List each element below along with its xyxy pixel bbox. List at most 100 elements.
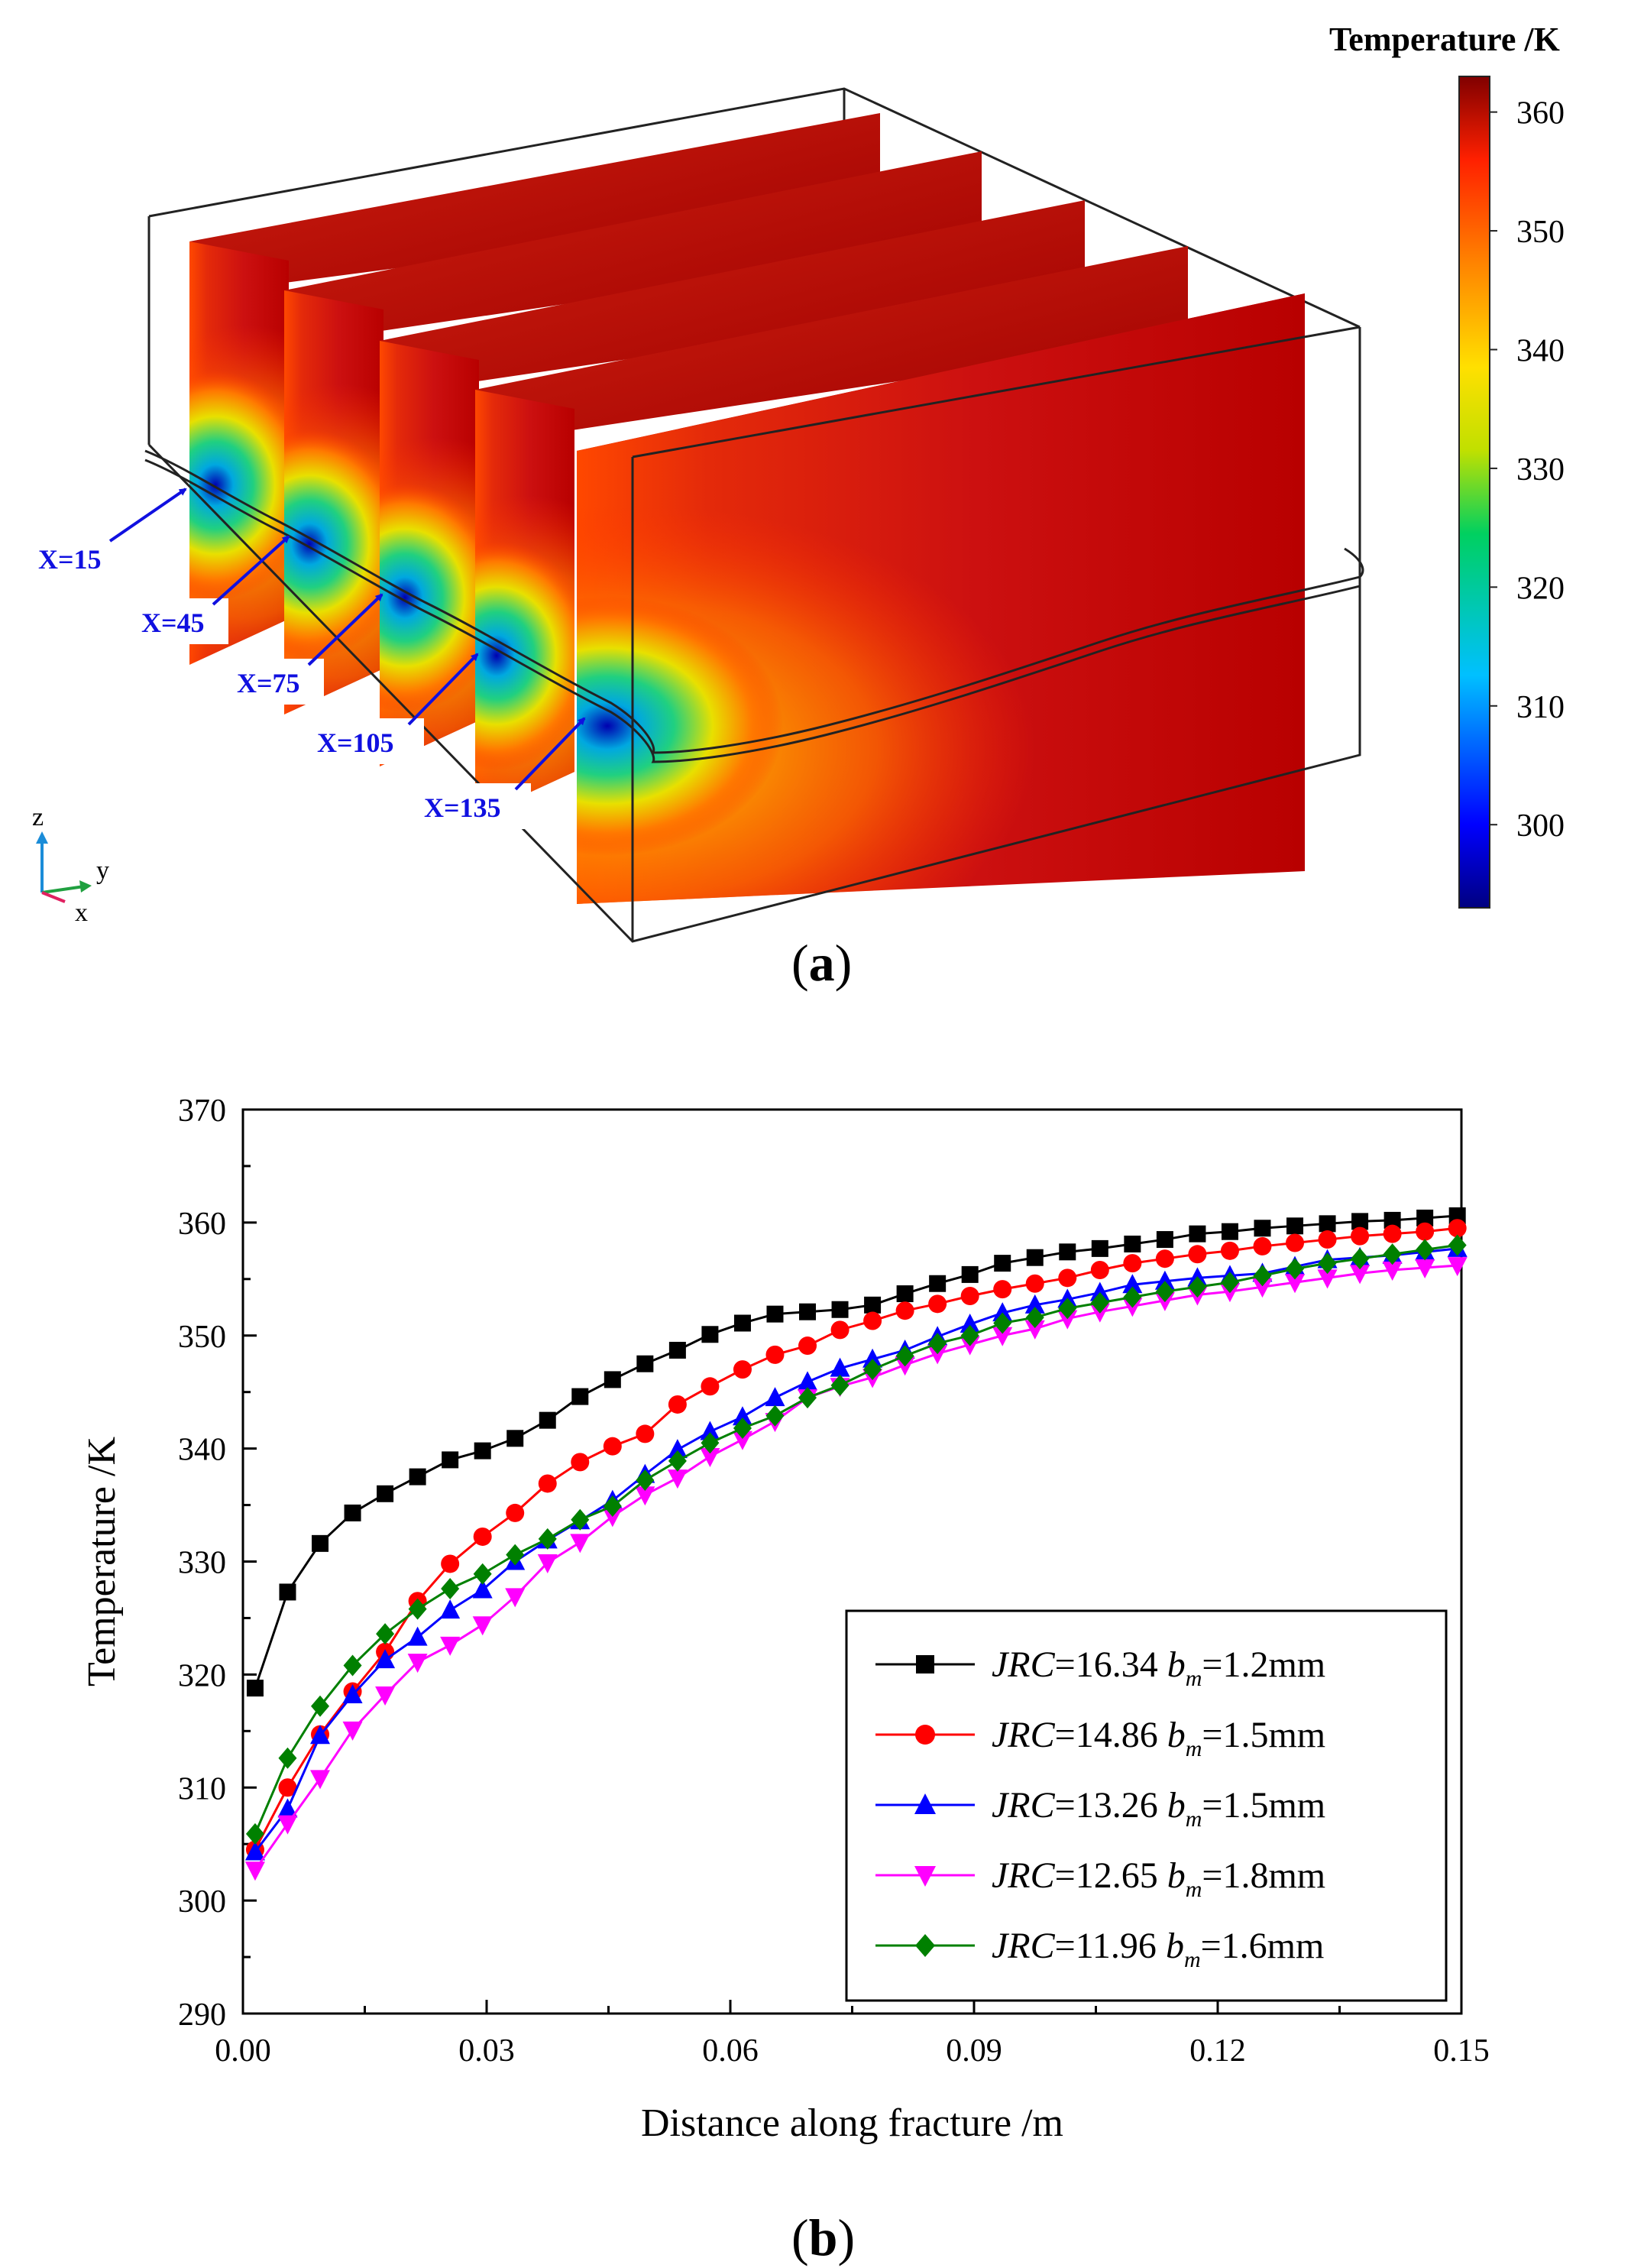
legend-marker	[914, 1866, 936, 1887]
data-point	[310, 1770, 331, 1790]
data-point	[278, 1747, 297, 1769]
data-point	[472, 1579, 493, 1599]
data-point	[1286, 1217, 1304, 1235]
legend-label: JRC=13.26 bm=1.5mm	[992, 1785, 1325, 1832]
legend-marker	[915, 1725, 935, 1745]
data-point	[1317, 1269, 1338, 1289]
x-tick-label: 0.00	[215, 2033, 271, 2069]
data-point	[668, 1395, 687, 1414]
data-point	[571, 1453, 590, 1472]
data-point	[1025, 1274, 1044, 1293]
slice-thermal-field	[475, 495, 574, 818]
data-point	[701, 1326, 719, 1343]
data-point	[409, 1468, 426, 1486]
data-point	[310, 1725, 331, 1745]
data-point	[636, 1469, 655, 1492]
data-point	[1415, 1259, 1435, 1279]
data-point	[701, 1377, 720, 1396]
data-point	[994, 1255, 1011, 1272]
data-point	[571, 1508, 590, 1531]
data-point	[603, 1437, 622, 1456]
data-point	[277, 1798, 298, 1818]
slice-thermal-field	[380, 437, 479, 766]
data-point	[799, 1303, 817, 1320]
slice-label-text: X=105	[317, 727, 394, 758]
data-point	[1189, 1225, 1206, 1243]
caption-a-close: )	[834, 934, 853, 992]
data-point	[472, 1616, 493, 1636]
data-point	[1024, 1294, 1045, 1314]
data-point	[342, 1721, 363, 1741]
legend-item: JRC=13.26 bm=1.5mm	[875, 1785, 1325, 1832]
data-point	[1123, 1254, 1142, 1273]
data-point	[440, 1599, 461, 1619]
data-point	[537, 1554, 558, 1573]
x-axis-arrow	[41, 891, 66, 903]
chart-series	[244, 1207, 1468, 1881]
data-point	[375, 1686, 396, 1706]
data-point	[1416, 1222, 1435, 1241]
data-point	[1089, 1281, 1110, 1301]
slice-thermal-field	[189, 325, 289, 665]
y-tick-label: 300	[178, 1884, 226, 1920]
colorbar-tick-label: 340	[1516, 333, 1565, 368]
slice-label-1: X=15	[31, 488, 187, 581]
x-axis-title: Distance along fracture /m	[641, 2101, 1063, 2145]
slice-top-face	[284, 151, 982, 336]
data-point	[928, 1333, 947, 1355]
legend-item: JRC=11.96 bm=1.6mm	[875, 1926, 1324, 1972]
data-point	[1220, 1272, 1239, 1294]
data-point	[1057, 1310, 1078, 1330]
slice-label-4: X=105	[309, 653, 479, 764]
data-point	[440, 1636, 461, 1656]
slice-label-text: X=135	[424, 792, 501, 823]
data-point	[1220, 1241, 1239, 1260]
data-point	[635, 1486, 655, 1506]
data-point	[245, 1823, 264, 1845]
slice-5	[577, 293, 1305, 904]
data-point	[765, 1387, 785, 1407]
label-box	[416, 783, 531, 829]
label-arrow	[407, 653, 479, 726]
data-point	[929, 1275, 947, 1292]
data-point	[1024, 1320, 1045, 1340]
data-point	[1383, 1224, 1402, 1243]
data-point	[830, 1374, 850, 1396]
cool-zone	[475, 541, 574, 770]
data-point	[961, 1265, 979, 1283]
data-point	[505, 1588, 526, 1608]
data-point	[732, 1406, 752, 1426]
data-point	[570, 1534, 591, 1554]
z-axis-label: z	[32, 803, 44, 831]
data-point	[1155, 1281, 1174, 1303]
x-tick-label: 0.12	[1189, 2033, 1246, 2069]
slice-label-3: X=75	[229, 593, 383, 705]
data-point	[1286, 1258, 1305, 1280]
data-point	[636, 1355, 654, 1372]
data-point	[636, 1424, 655, 1443]
data-point	[864, 1296, 882, 1314]
caption-b-letter: b	[808, 2208, 838, 2266]
data-point	[831, 1301, 849, 1318]
data-point	[895, 1345, 914, 1367]
colorbar-tick-label: 350	[1516, 215, 1565, 250]
data-point	[927, 1345, 948, 1365]
data-point	[1383, 1243, 1402, 1265]
data-point	[1155, 1249, 1174, 1268]
data-point	[1090, 1291, 1109, 1314]
data-point	[1091, 1239, 1108, 1257]
slice-thermal-field	[577, 504, 1035, 904]
caption-b-close: )	[837, 2208, 856, 2266]
caption-a-letter: a	[808, 934, 835, 992]
slice-top-face	[189, 113, 880, 287]
data-point	[246, 1680, 264, 1697]
data-point	[830, 1357, 850, 1377]
data-point	[1350, 1265, 1371, 1285]
temperature-slices	[189, 113, 1305, 904]
label-arrow	[307, 593, 383, 666]
data-point	[244, 1861, 265, 1881]
data-point	[377, 1485, 394, 1502]
colorbar-gradient	[1458, 76, 1490, 909]
data-point	[667, 1439, 688, 1459]
z-arrow-head	[36, 831, 48, 844]
